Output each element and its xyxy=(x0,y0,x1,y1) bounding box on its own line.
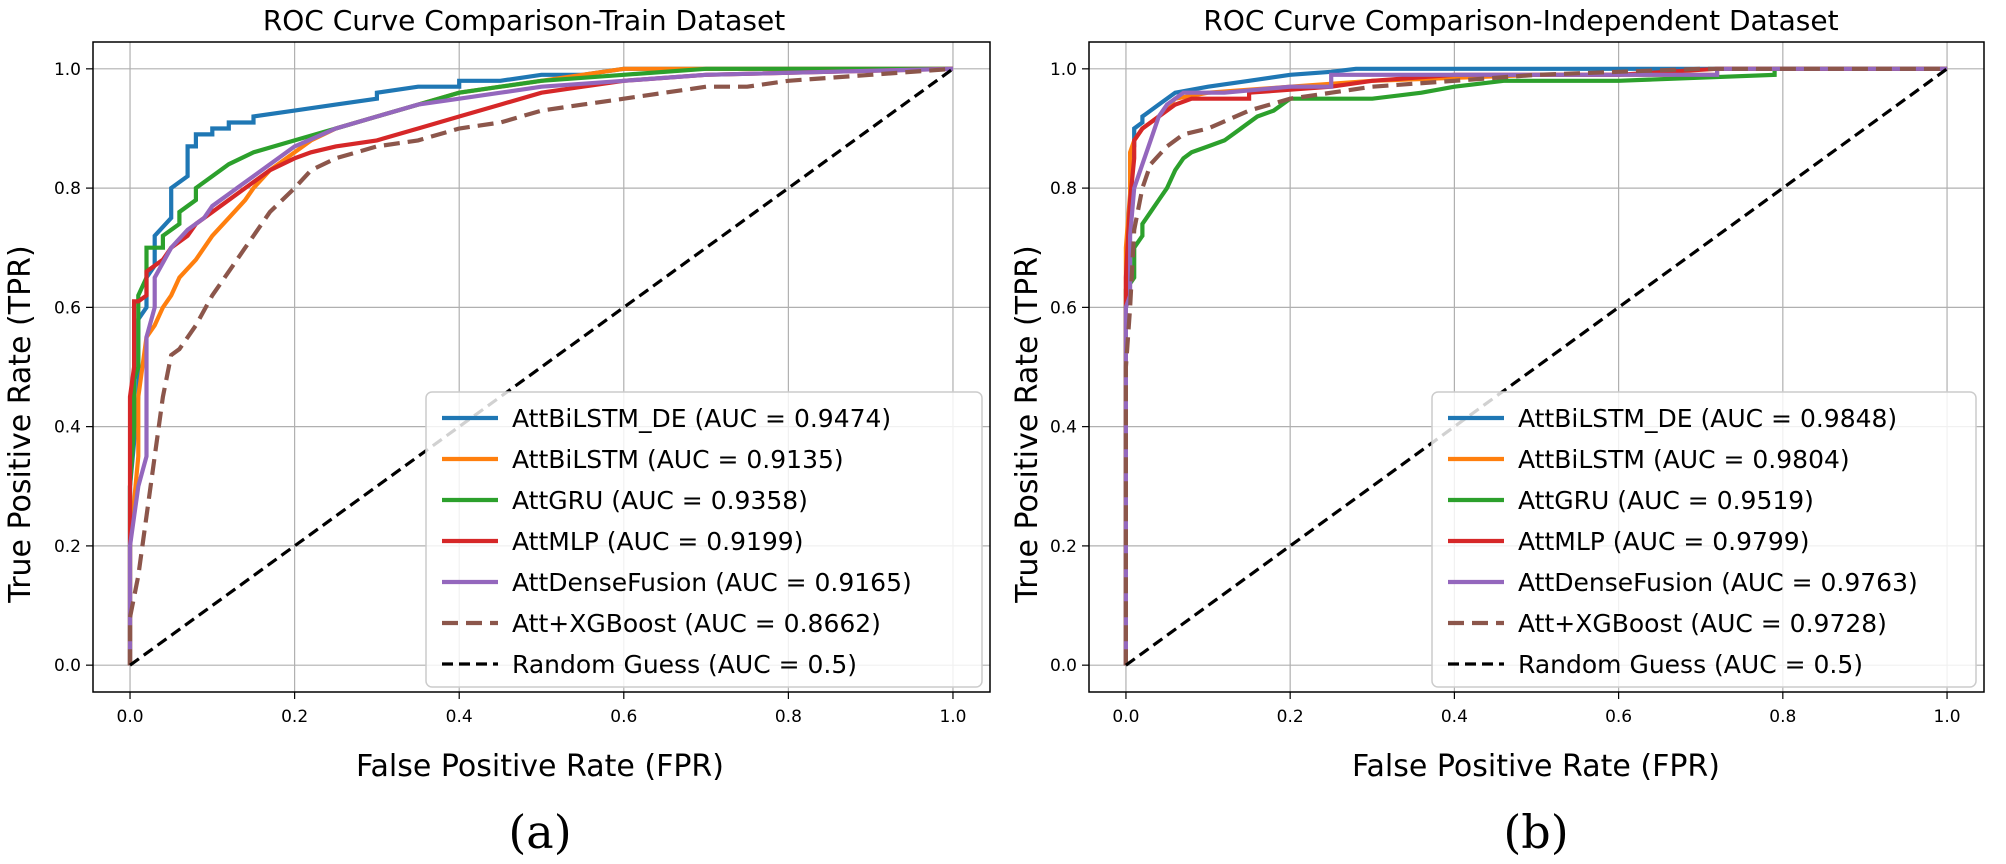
legend-label: Att+XGBoost (AUC = 0.8662) xyxy=(512,609,881,638)
x-tick-label: 1.0 xyxy=(939,707,966,727)
x-axis-label: False Positive Rate (FPR) xyxy=(1352,749,1720,784)
x-axis-label: False Positive Rate (FPR) xyxy=(356,749,724,784)
legend-label: AttBiLSTM (AUC = 0.9135) xyxy=(512,445,844,474)
legend: AttBiLSTM_DE (AUC = 0.9848) AttBiLSTM (A… xyxy=(1431,391,1977,688)
x-tick-label: 0.8 xyxy=(1769,707,1796,727)
chart-title: ROC Curve Comparison-Train Dataset xyxy=(263,4,785,37)
plot-area xyxy=(127,66,954,667)
legend-label: AttMLP (AUC = 0.9199) xyxy=(512,527,803,556)
y-tick-label: 1.0 xyxy=(1050,60,1077,80)
roc-series-line xyxy=(1123,66,1948,666)
legend-label: AttDenseFusion (AUC = 0.9165) xyxy=(512,568,912,597)
legend-box xyxy=(1431,391,1977,688)
roc-series-line xyxy=(127,66,953,666)
axis-ticks: 0.0 0.2 0.4 0.6 0.8 1.0 0.0 0.2 0.4 0.6 0.8 1.0 xyxy=(1050,60,1961,727)
y-tick-label: 0.0 xyxy=(54,656,81,676)
x-tick-label: 0.4 xyxy=(446,707,473,727)
y-axis-label: True Positive Rate (TPR) xyxy=(3,245,38,603)
legend-label: AttMLP (AUC = 0.9799) xyxy=(1518,527,1809,556)
y-tick-label: 0.2 xyxy=(1050,537,1077,557)
chart-title: ROC Curve Comparison-Independent Dataset xyxy=(1203,4,1838,37)
x-tick-label: 0.6 xyxy=(1605,707,1632,727)
y-tick-label: 0.8 xyxy=(54,179,81,199)
legend-label: AttBiLSTM (AUC = 0.9804) xyxy=(1518,445,1850,474)
panel-caption: (b) xyxy=(1503,805,1568,859)
legend-label: AttBiLSTM_DE (AUC = 0.9848) xyxy=(1518,404,1897,433)
legend-label: Random Guess (AUC = 0.5) xyxy=(1518,650,1863,679)
y-axis-label: True Positive Rate (TPR) xyxy=(1010,245,1045,603)
x-tick-label: 0.0 xyxy=(117,707,144,727)
y-tick-label: 0.6 xyxy=(54,298,81,318)
roc-series-line xyxy=(127,66,954,666)
legend-items: AttBiLSTM_DE (AUC = 0.9848) AttBiLSTM (A… xyxy=(1448,404,1918,679)
legend-label: Random Guess (AUC = 0.5) xyxy=(512,650,857,679)
roc-series-line xyxy=(127,66,953,666)
roc-series-line xyxy=(127,66,954,666)
legend-items: AttBiLSTM_DE (AUC = 0.9474) AttBiLSTM (A… xyxy=(442,404,912,679)
x-tick-label: 0.4 xyxy=(1441,707,1468,727)
legend: AttBiLSTM_DE (AUC = 0.9474) AttBiLSTM (A… xyxy=(425,391,983,688)
y-tick-label: 0.4 xyxy=(54,418,81,438)
legend-label: AttBiLSTM_DE (AUC = 0.9474) xyxy=(512,404,891,433)
legend-box xyxy=(425,391,983,688)
chart-panel-train: ROC Curve Comparison-Train Dataset False… xyxy=(3,4,991,859)
roc-series-line xyxy=(1123,66,1948,666)
legend-label: AttGRU (AUC = 0.9358) xyxy=(512,486,808,515)
y-tick-label: 0.0 xyxy=(1050,656,1077,676)
x-tick-label: 1.0 xyxy=(1934,707,1961,727)
x-tick-label: 0.0 xyxy=(1112,707,1139,727)
plot-frame xyxy=(1088,41,1985,693)
roc-series-line xyxy=(127,66,954,666)
chart-panel-independent: ROC Curve Comparison-Independent Dataset… xyxy=(1010,4,1985,859)
x-tick-label: 0.6 xyxy=(610,707,637,727)
y-tick-label: 0.4 xyxy=(1050,418,1077,438)
y-tick-label: 1.0 xyxy=(54,60,81,80)
legend-label: Att+XGBoost (AUC = 0.9728) xyxy=(1518,609,1887,638)
x-tick-label: 0.8 xyxy=(775,707,802,727)
axis-ticks: 0.0 0.2 0.4 0.6 0.8 1.0 0.0 0.2 0.4 0.6 0.8 1.0 xyxy=(54,60,967,727)
x-tick-label: 0.2 xyxy=(281,707,308,727)
plot-frame xyxy=(92,41,991,693)
x-tick-label: 0.2 xyxy=(1277,707,1304,727)
legend-label: AttGRU (AUC = 0.9519) xyxy=(1518,486,1814,515)
legend-label: AttDenseFusion (AUC = 0.9763) xyxy=(1518,568,1918,597)
y-tick-label: 0.2 xyxy=(54,537,81,557)
panel-caption: (a) xyxy=(508,805,571,859)
roc-series-line xyxy=(1123,66,1948,666)
y-tick-label: 0.6 xyxy=(1050,298,1077,318)
y-tick-label: 0.8 xyxy=(1050,179,1077,199)
plot-area xyxy=(1123,66,1949,667)
